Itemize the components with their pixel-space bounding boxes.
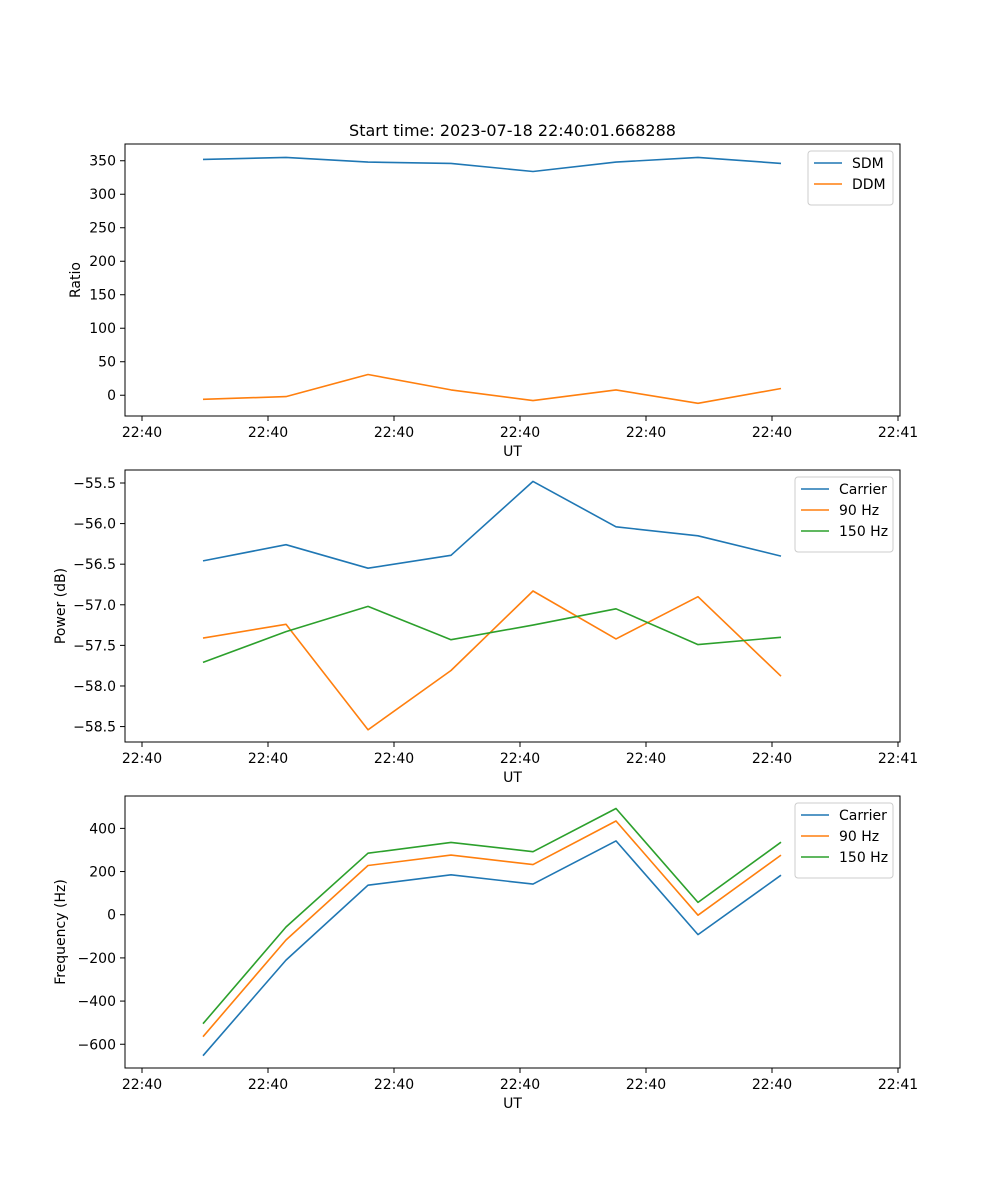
legend-label: 90 Hz	[839, 829, 879, 845]
series-line-carrier	[202, 480, 782, 570]
x-tick-label: 22:40	[626, 751, 666, 767]
y-tick-label: −58.5	[73, 720, 116, 736]
x-axis-label: UT	[503, 444, 522, 460]
x-tick-label: 22:40	[500, 1077, 540, 1093]
x-tick-label: 22:40	[500, 751, 540, 767]
x-tick-label: 22:40	[374, 425, 414, 441]
legend: Carrier 90 Hz 150 Hz	[794, 802, 894, 879]
x-tick-label: 22:40	[752, 1077, 792, 1093]
y-tick-label: −56.0	[73, 517, 116, 533]
y-axis-label: Ratio	[68, 262, 84, 298]
x-tick-label: 22:40	[248, 751, 288, 767]
y-axis-label: Power (dB)	[53, 568, 69, 644]
legend-label: SDM	[852, 156, 884, 172]
legend: SDM DDM	[807, 150, 894, 206]
series-line-carrier	[202, 840, 782, 1057]
chart-title: Start time: 2023-07-18 22:40:01.668288	[349, 121, 676, 140]
x-tick-label: 22:40	[374, 751, 414, 767]
x-tick-label: 22:40	[752, 751, 792, 767]
legend-label: Carrier	[839, 808, 887, 824]
series-line-sdm	[202, 156, 782, 173]
y-tick-label: −200	[78, 951, 116, 967]
y-tick-label: −55.5	[73, 476, 116, 492]
series-line-150-hz	[202, 807, 782, 1025]
axes-frame	[124, 795, 901, 1069]
y-tick-label: 0	[107, 908, 116, 924]
y-tick-label: −57.5	[73, 638, 116, 654]
axes-frame	[124, 143, 901, 417]
y-tick-label: 150	[89, 288, 116, 304]
y-tick-label: 100	[89, 321, 116, 337]
legend-label: 150 Hz	[839, 524, 888, 540]
y-axis-label: Frequency (Hz)	[53, 879, 69, 985]
x-tick-label: 22:40	[500, 425, 540, 441]
x-tick-label: 22:40	[626, 425, 666, 441]
legend-box	[794, 476, 894, 553]
x-tick-label: 22:41	[878, 751, 918, 767]
legend-label: 150 Hz	[839, 850, 888, 866]
chart-panel-2: 22:40 22:40 22:40 22:40 22:40 22:40 22:41 −58.5…	[53, 469, 918, 786]
x-tick-label: 22:40	[626, 1077, 666, 1093]
x-tick-label: 22:41	[878, 425, 918, 441]
x-tick-label: 22:40	[248, 425, 288, 441]
y-tick-label: 350	[89, 154, 116, 170]
series-line-90-hz	[202, 820, 782, 1038]
chart-panel-1: Start time: 2023-07-18 22:40:01.668288 22…	[68, 121, 918, 460]
x-axis-label: UT	[503, 770, 522, 786]
axes-frame	[124, 469, 901, 743]
legend-label: DDM	[852, 177, 886, 193]
y-tick-label: 200	[89, 254, 116, 270]
legend-box	[794, 802, 894, 879]
x-tick-label: 22:40	[122, 425, 162, 441]
y-tick-label: −56.5	[73, 557, 116, 573]
x-tick-label: 22:40	[752, 425, 792, 441]
y-tick-label: −600	[78, 1037, 116, 1053]
series-line-150-hz	[202, 605, 782, 664]
x-tick-label: 22:40	[122, 751, 162, 767]
y-tick-label: −57.0	[73, 598, 116, 614]
y-tick-label: 250	[89, 221, 116, 237]
series-line-90-hz	[202, 590, 782, 731]
y-tick-label: 50	[98, 355, 116, 371]
y-tick-label: 300	[89, 187, 116, 203]
y-tick-label: 200	[89, 865, 116, 881]
series-line-ddm	[202, 373, 782, 405]
legend-box	[807, 150, 894, 206]
x-tick-label: 22:41	[878, 1077, 918, 1093]
y-tick-label: −400	[78, 994, 116, 1010]
y-tick-label: −58.0	[73, 679, 116, 695]
x-tick-label: 22:40	[248, 1077, 288, 1093]
legend: Carrier 90 Hz 150 Hz	[794, 476, 894, 553]
y-tick-label: 400	[89, 821, 116, 837]
x-axis-label: UT	[503, 1096, 522, 1112]
chart-panel-3: 22:40 22:40 22:40 22:40 22:40 22:40 22:41 −600 −…	[53, 795, 918, 1112]
y-tick-label: 0	[107, 388, 116, 404]
legend-label: Carrier	[839, 482, 887, 498]
x-tick-label: 22:40	[122, 1077, 162, 1093]
legend-label: 90 Hz	[839, 503, 879, 519]
x-tick-label: 22:40	[374, 1077, 414, 1093]
